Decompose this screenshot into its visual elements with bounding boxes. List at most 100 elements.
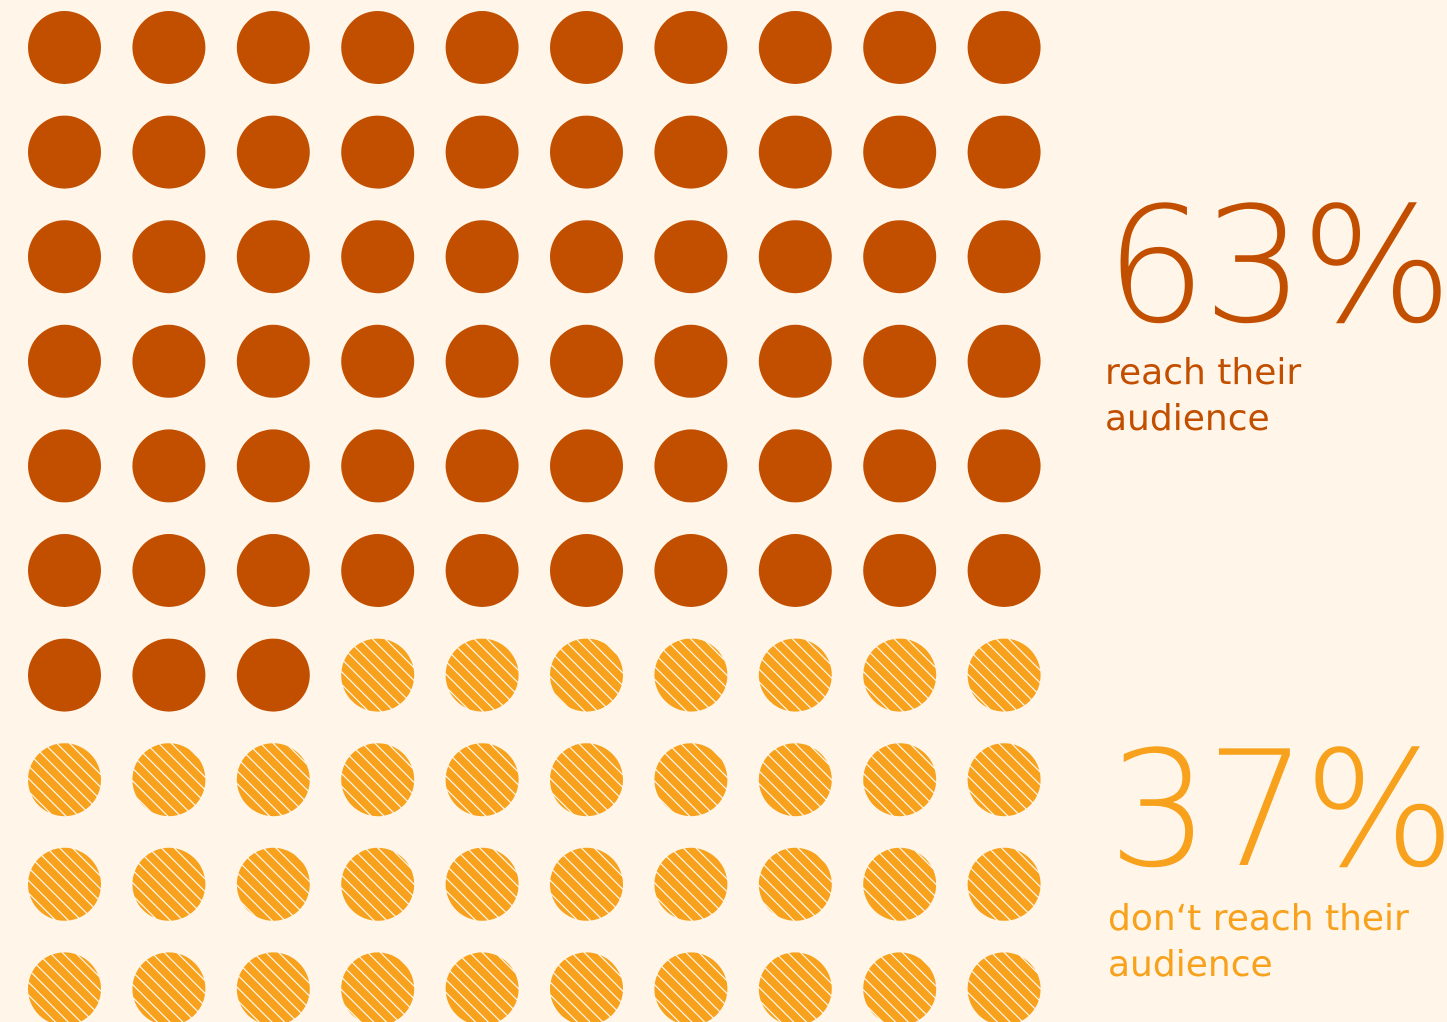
dot-reach [341,115,415,189]
dot-reach [863,324,937,398]
dot-reach [967,324,1041,398]
dot-not-reach [863,638,937,712]
dot-not-reach [132,743,206,817]
dot-reach [445,324,519,398]
dot-reach [236,324,310,398]
dot-reach [132,429,206,503]
dot-not-reach [758,638,832,712]
dot-reach [654,324,728,398]
stat-reach: 63% reach their audience [1105,186,1447,442]
dot-reach [550,324,623,398]
dot-reach [445,429,519,503]
dot-reach [445,534,519,607]
dot-reach [863,11,937,84]
dot-not-reach [132,847,206,921]
dot-reach [341,324,415,398]
dot-reach [132,324,206,398]
dot-reach [132,115,206,189]
dot-not-reach [341,952,415,1022]
dot-reach [654,11,728,84]
dot-reach [132,534,206,607]
dot-reach [654,429,728,503]
dot-reach [863,220,937,294]
dot-reach [758,324,832,398]
not-reach-label: don‘t reach their audience [1108,898,1409,985]
dot-not-reach [341,743,415,817]
dot-reach [341,11,415,84]
dot-reach [550,429,623,503]
dot-reach [967,429,1041,503]
dot-reach [28,534,101,607]
dot-not-reach [550,638,623,712]
dot-not-reach [863,743,937,817]
stat-not-reach: 37% don‘t reach their audience [1108,730,1447,988]
dot-reach [28,11,101,84]
dot-not-reach [550,952,623,1022]
dot-reach [758,534,832,607]
dot-reach [967,534,1041,607]
dot-reach [445,115,519,189]
dot-not-reach [863,847,937,921]
dot-reach [236,534,310,607]
dot-not-reach [654,638,728,712]
dot-reach [236,11,310,84]
dot-reach [132,220,206,294]
dot-reach [341,429,415,503]
dot-reach [550,534,623,607]
dot-not-reach [445,638,519,712]
reach-label: reach their audience [1105,352,1302,439]
dot-reach [445,220,519,294]
dot-not-reach [445,847,519,921]
dot-reach [28,324,101,398]
dot-reach [341,534,415,607]
dot-not-reach [967,847,1041,921]
dot-reach [967,220,1041,294]
dot-not-reach [445,952,519,1022]
not-reach-percent: 37% [1108,716,1447,903]
dot-not-reach [445,743,519,817]
dot-reach [863,534,937,607]
waffle-dots [28,11,1041,1022]
dot-not-reach [341,847,415,921]
dot-reach [758,220,832,294]
dot-not-reach [967,743,1041,817]
dot-not-reach [758,952,832,1022]
dot-reach [28,115,101,189]
dot-reach [654,534,728,607]
dot-not-reach [28,952,101,1022]
dot-not-reach [654,847,728,921]
dot-not-reach [236,847,310,921]
dot-reach [654,220,728,294]
dot-not-reach [28,743,101,817]
dot-reach [341,220,415,294]
dot-reach [654,115,728,189]
dot-reach [28,429,101,503]
dot-not-reach [236,743,310,817]
dot-reach [758,11,832,84]
dot-not-reach [28,847,101,921]
dot-reach [550,220,623,294]
dot-reach [236,638,310,712]
dot-not-reach [550,743,623,817]
dot-reach [863,115,937,189]
dot-not-reach [341,638,415,712]
dot-reach [132,11,206,84]
dot-reach [28,220,101,294]
dot-not-reach [863,952,937,1022]
dot-reach [758,115,832,189]
dot-not-reach [967,638,1041,712]
dot-reach [445,11,519,84]
dot-not-reach [132,952,206,1022]
dot-not-reach [758,743,832,817]
dot-reach [236,115,310,189]
dot-reach [236,429,310,503]
dot-reach [758,429,832,503]
dot-reach [28,638,101,712]
reach-percent: 63% [1105,172,1447,359]
dot-not-reach [967,952,1041,1022]
dot-reach [550,115,623,189]
dot-reach [967,11,1041,84]
dot-not-reach [654,743,728,817]
dot-not-reach [236,952,310,1022]
